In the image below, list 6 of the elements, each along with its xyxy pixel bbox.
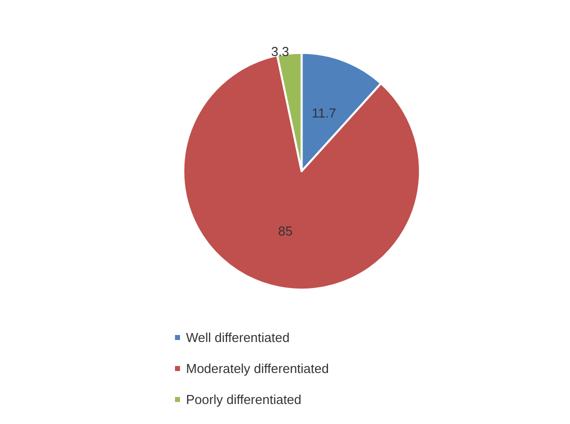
data-label: 85 — [278, 224, 293, 239]
legend-label: Moderately differentiated — [186, 361, 329, 376]
data-label: 11.7 — [312, 106, 336, 121]
data-label: 3.3 — [271, 44, 290, 60]
legend-label: Poorly differentiated — [186, 392, 302, 407]
legend-label: Well differentiated — [186, 330, 290, 345]
